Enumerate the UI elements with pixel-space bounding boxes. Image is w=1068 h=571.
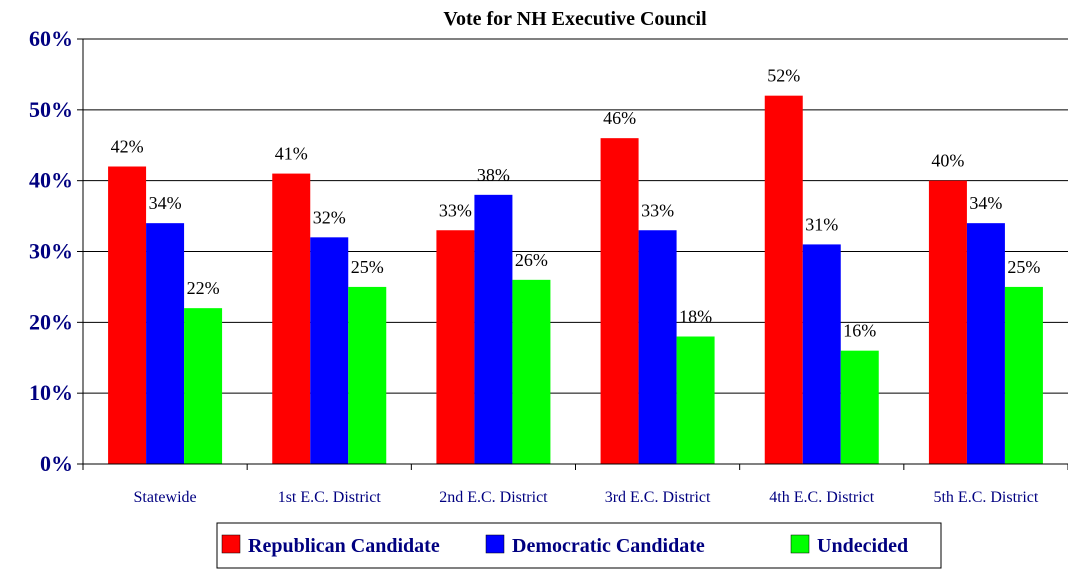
bars bbox=[108, 95, 1043, 465]
data-label: 18% bbox=[679, 307, 712, 327]
legend-swatch bbox=[790, 534, 810, 554]
legend-box bbox=[216, 522, 942, 569]
axes bbox=[77, 38, 1068, 470]
bar bbox=[474, 194, 513, 465]
legend-label: Republican Candidate bbox=[248, 535, 440, 557]
data-label: 34% bbox=[149, 193, 182, 213]
data-label: 16% bbox=[843, 321, 876, 341]
x-tick-label: 5th E.C. District bbox=[933, 489, 1038, 506]
bar bbox=[638, 230, 677, 464]
data-label: 52% bbox=[767, 66, 800, 86]
data-label: 33% bbox=[439, 200, 472, 220]
data-label: 32% bbox=[313, 207, 346, 227]
bar bbox=[272, 173, 311, 465]
bar bbox=[348, 286, 387, 464]
x-tick-label: 2nd E.C. District bbox=[439, 489, 548, 506]
data-label: 34% bbox=[969, 193, 1002, 213]
legend-swatch bbox=[221, 534, 241, 554]
y-tick-label: 30% bbox=[29, 239, 73, 264]
bar bbox=[310, 237, 349, 464]
legend-label: Democratic Candidate bbox=[512, 535, 705, 557]
x-tick-label: Statewide bbox=[134, 489, 197, 506]
data-label: 31% bbox=[805, 214, 838, 234]
bar bbox=[436, 230, 475, 464]
bar bbox=[108, 166, 147, 464]
y-tick-label: 10% bbox=[29, 380, 73, 405]
y-tick-labels: 0% 10% 20% 30% 40% 50% 60% bbox=[29, 26, 73, 476]
bar bbox=[764, 95, 803, 465]
data-label: 22% bbox=[187, 278, 220, 298]
bar bbox=[928, 180, 967, 464]
bar bbox=[1004, 286, 1043, 464]
y-tick-label: 0% bbox=[40, 451, 73, 476]
y-tick-label: 50% bbox=[29, 97, 73, 122]
x-tick-label: 1st E.C. District bbox=[278, 489, 382, 506]
data-label: 40% bbox=[931, 151, 964, 171]
x-tick-labels: Statewide 1st E.C. District 2nd E.C. Distr… bbox=[134, 489, 1039, 506]
bar bbox=[512, 279, 551, 464]
bar bbox=[802, 244, 841, 464]
data-label: 33% bbox=[641, 200, 674, 220]
data-label: 46% bbox=[603, 108, 636, 128]
gridlines bbox=[83, 38, 1068, 394]
bar bbox=[676, 336, 715, 464]
legend-swatch bbox=[485, 534, 505, 554]
data-label: 42% bbox=[111, 137, 144, 157]
legend: Republican Candidate Democratic Candidate… bbox=[216, 522, 942, 569]
y-tick-label: 40% bbox=[29, 168, 73, 193]
bar bbox=[840, 350, 879, 464]
data-label: 41% bbox=[275, 144, 308, 164]
y-tick-label: 20% bbox=[29, 309, 73, 334]
bar bbox=[966, 223, 1005, 464]
bar bbox=[184, 308, 223, 464]
data-labels: 42%34%22%41%32%25%33%38%26%46%33%18%52%3… bbox=[111, 66, 1041, 341]
bar bbox=[600, 138, 639, 464]
data-label: 38% bbox=[477, 165, 510, 185]
legend-label: Undecided bbox=[817, 535, 908, 557]
data-label: 26% bbox=[515, 250, 548, 270]
bar bbox=[146, 223, 185, 464]
x-tick-label: 4th E.C. District bbox=[769, 489, 874, 506]
x-tick-label: 3rd E.C. District bbox=[605, 489, 711, 506]
data-label: 25% bbox=[1007, 257, 1040, 277]
y-tick-label: 60% bbox=[29, 26, 73, 51]
data-label: 25% bbox=[351, 257, 384, 277]
chart-title: Vote for NH Executive Council bbox=[443, 8, 707, 30]
